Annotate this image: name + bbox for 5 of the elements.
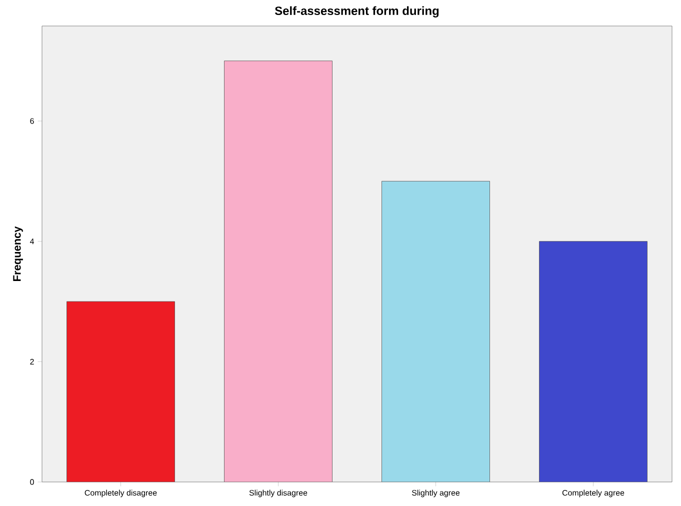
bar [66, 301, 175, 482]
y-axis-title: Frequency [13, 226, 23, 281]
chart-title: Self-assessment form during [274, 6, 439, 18]
bar [539, 241, 648, 482]
bar [224, 60, 332, 482]
